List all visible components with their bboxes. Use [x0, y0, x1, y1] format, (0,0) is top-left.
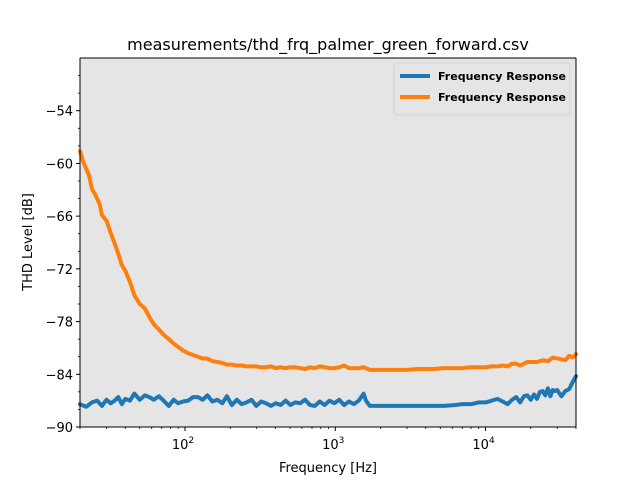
y-tick-label: −54 [46, 105, 73, 120]
axes-layer [79, 57, 577, 428]
legend-label: Frequency Response [438, 91, 566, 104]
series-line-1 [78, 374, 578, 409]
y-tick-label: −90 [46, 421, 73, 436]
x-tick-label: 103 [322, 436, 344, 453]
y-tick-label: −84 [46, 368, 73, 383]
y-tick-label: −60 [46, 157, 73, 172]
series-layer [78, 149, 578, 409]
legend-box [393, 62, 571, 116]
x-tick-label: 104 [472, 436, 495, 453]
y-axis-label: THD Level [dB] [21, 193, 36, 292]
y-tick-label: −78 [46, 316, 73, 331]
series-line-2 [78, 149, 578, 372]
chart-title: measurements/thd_frq_palmer_green_forwar… [127, 35, 529, 55]
ticks-layer: −90 −84 −78 −72 −66 −60 −54 102 103 104 [46, 75, 577, 453]
y-tick-label: −72 [46, 263, 73, 278]
legend-label: Frequency Response [438, 70, 566, 83]
y-tick-label: −66 [46, 210, 73, 225]
x-tick-label: 102 [172, 436, 194, 453]
x-axis-label: Frequency [Hz] [279, 461, 377, 476]
legend: Frequency Response Frequency Response [393, 62, 571, 116]
